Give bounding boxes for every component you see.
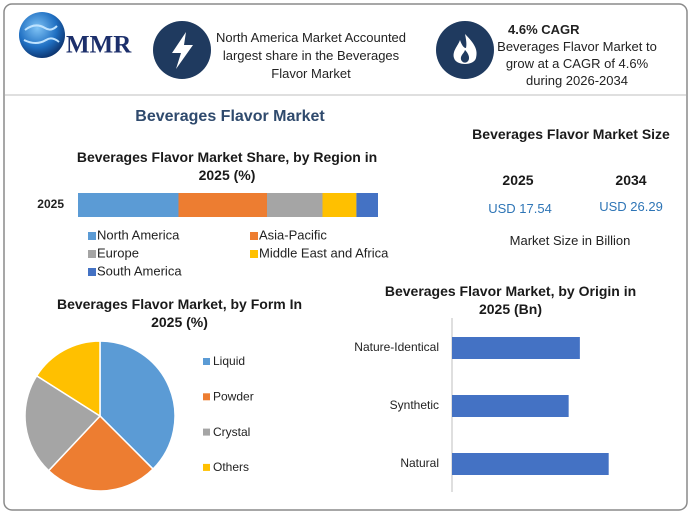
legend-label: South America <box>97 263 182 278</box>
legend-swatch <box>203 358 210 365</box>
frame <box>3 3 688 511</box>
chart-title: Beverages Flavor Market Share, by Region… <box>76 149 378 183</box>
legend-label: Crystal <box>213 425 250 439</box>
flame-icon-inner <box>460 50 470 63</box>
bar <box>452 337 580 359</box>
legend-swatch <box>250 250 258 258</box>
legend-label: North America <box>97 227 180 242</box>
size-year: 2034 <box>615 172 647 188</box>
pie-slice <box>35 340 101 418</box>
highlight-text: Beverages Flavor Market to grow at a CAG… <box>497 39 657 88</box>
y-tick-label: Natural <box>400 456 439 470</box>
flame-icon <box>453 34 477 64</box>
logo-globe-lines <box>23 24 60 44</box>
logo-globe <box>19 12 65 58</box>
legend-swatch <box>88 268 96 276</box>
legend-swatch <box>88 232 96 240</box>
highlight-text: North America Market Accounted largest s… <box>215 30 407 81</box>
y-tick-label: Nature-Identical <box>354 340 439 354</box>
page-title: Beverages Flavor Market <box>135 108 325 125</box>
legend-label: Liquid <box>213 354 245 368</box>
pie-slice <box>99 340 176 471</box>
y-tick-label: 2025 <box>37 197 64 211</box>
size-value: USD 17.54 <box>488 201 552 216</box>
legend-swatch <box>203 428 210 436</box>
chart-title: Beverages Flavor Market, by Origin in 20… <box>384 283 637 317</box>
bar-segment <box>322 193 357 217</box>
highlight-title: 4.6% CAGR <box>508 22 580 37</box>
bar <box>452 395 569 417</box>
bar-segment <box>356 193 378 217</box>
pie-slice <box>47 414 155 492</box>
legend-label: Powder <box>213 389 254 403</box>
legend-label: Europe <box>97 245 139 260</box>
legend-swatch <box>88 250 96 258</box>
legend-swatch <box>250 232 258 240</box>
logo-text: MMR <box>66 32 132 59</box>
size-value: USD 26.29 <box>599 199 663 214</box>
pie-slice <box>24 374 102 472</box>
size-title: Beverages Flavor Market Size <box>472 126 670 142</box>
bar-segment <box>178 193 267 217</box>
bolt-icon <box>172 32 193 69</box>
bar <box>452 453 609 475</box>
legend-swatch <box>203 393 210 401</box>
legend-label: Middle East and Africa <box>259 245 389 260</box>
bar-segment <box>78 193 179 217</box>
legend-swatch <box>203 463 210 471</box>
size-year: 2025 <box>502 172 534 188</box>
size-note: Market Size in Billion <box>509 233 631 248</box>
bar-segment <box>267 193 323 217</box>
chart-title: Beverages Flavor Market, by Form In 2025… <box>56 296 303 330</box>
y-tick-label: Synthetic <box>390 398 439 412</box>
legend-label: Others <box>213 460 249 474</box>
legend-label: Asia-Pacific <box>259 227 327 242</box>
